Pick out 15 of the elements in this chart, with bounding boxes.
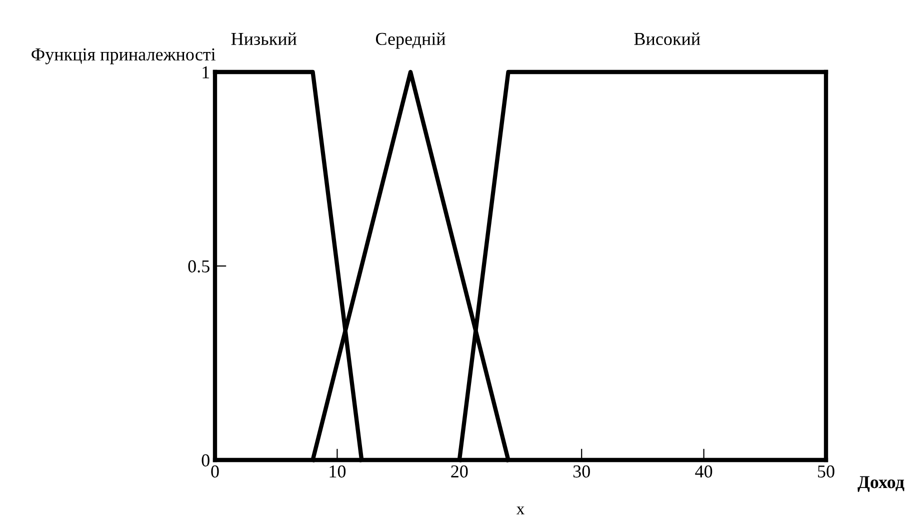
y-tick-label: 0: [202, 454, 210, 466]
series-label: Середній: [376, 32, 446, 49]
x-axis-title: Доход: [858, 476, 904, 492]
x-tick-label: 10: [330, 465, 346, 478]
series-label: Високий: [634, 32, 700, 46]
x-tick-label: 40: [695, 465, 712, 478]
series-label: Низький: [231, 32, 297, 46]
y-axis-title: Функція приналежності: [32, 48, 216, 64]
y-tick-label: 0.5: [188, 260, 210, 273]
x-tick-label: 20: [451, 465, 468, 478]
x-tick-label: 0: [211, 465, 219, 478]
y-tick-label: 1: [202, 66, 210, 78]
x-tick-label: 50: [818, 465, 834, 478]
x-tick-label: 30: [573, 465, 590, 478]
text: x: [516, 506, 524, 514]
